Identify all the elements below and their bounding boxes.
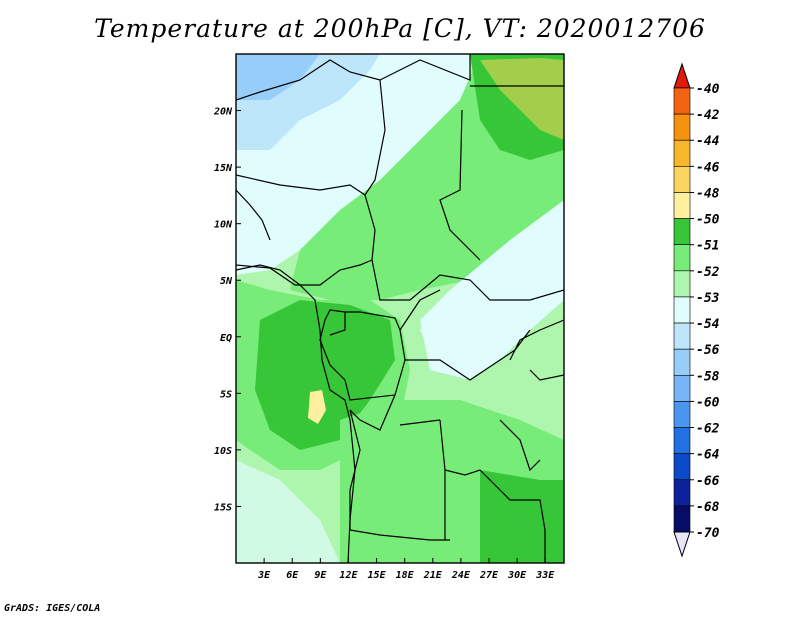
colorbar-label: -51 [696,239,719,254]
lon-tick-label: 33E [535,570,555,581]
field-54-east [420,200,564,380]
colorbar-label: -54 [696,317,720,332]
colorbar-label: -68 [696,500,720,515]
colorbar-bottom-arrow [673,531,691,558]
colorbar-band [673,244,691,272]
colorbar-label: -40 [696,82,720,97]
colorbar-band [673,401,691,428]
colorbar-band [673,87,691,115]
field-58-region [236,54,320,100]
lon-tick-label: 30E [507,570,527,581]
colorbar-label: -56 [696,343,720,358]
lon-tick-label: 24E [451,570,471,581]
colorbar-label: -64 [696,448,720,463]
colorbar-band [673,348,691,376]
lat-tick-label: 15N [214,163,233,174]
colorbar-label: -58 [696,369,720,384]
colorbar-band [673,218,691,246]
lat-tick-label: 5S [220,389,232,400]
colorbar-label: -48 [696,186,720,201]
colorbar-label: -53 [696,291,720,306]
colorbar-band [673,113,691,141]
colorbar-band [673,505,691,533]
colorbar-band [673,374,691,402]
lat-tick-label: 5N [220,276,233,287]
field-50-patch [308,390,326,424]
colorbar-label: -52 [696,265,720,280]
colorbar-band [673,270,691,298]
colorbar-top-arrow [673,62,691,89]
colorbar-band [673,453,691,481]
lon-tick-label: 12E [339,570,358,581]
colorbar-label: -44 [696,134,720,149]
field-52-southeast [480,470,564,563]
colorbar-label: -60 [696,395,720,410]
credit-label: GrADS: IGES/COLA [4,603,101,614]
lon-tick-label: 21E [423,570,443,581]
colorbar-label: -42 [696,108,720,123]
chart-title: Temperature at 200hPa [C], VT: 202001270… [94,14,706,43]
field-54-patch [420,320,450,350]
colorbar: -40 -42 -44 -46 -48 -50 -51 -52 -53 -54 -56 -58 -60 -… [673,62,720,558]
coastline [236,264,356,563]
colorbar-band [673,192,691,219]
colorbar-band [673,166,691,193]
colorbar-band [673,427,691,454]
lat-tick-label: 10S [214,446,232,457]
latitude-axis: 20N 15N 10N 5N EQ 5S 10S 15S [213,107,241,513]
longitude-axis: 3E 6E 9E 12E 15E 18E 21E 24E 27E 30E 33E [257,558,555,581]
colorbar-band [673,322,691,350]
field-54-southwest [236,460,340,563]
colorbar-band [673,139,691,167]
lon-tick-label: 15E [368,570,387,581]
colorbar-band [673,296,691,324]
colorbar-band [673,479,691,507]
lon-tick-label: 6E [286,570,299,581]
colorbar-label: -70 [696,526,720,541]
lon-tick-label: 3E [257,570,271,581]
lat-tick-label: 15S [214,502,232,513]
colorbar-label: -62 [696,422,720,437]
lon-tick-label: 9E [314,570,327,581]
colorbar-label: -46 [696,160,720,175]
temperature-field [236,54,564,563]
lat-tick-label: EQ [220,333,232,344]
lon-tick-label: 27E [479,570,499,581]
lat-tick-label: 10N [214,220,233,231]
field-50-northeast [480,58,564,140]
map-frame [235,53,565,564]
lat-tick-label: 20N [213,107,233,118]
lon-tick-label: 18E [396,570,415,581]
field-52-west [255,300,395,450]
colorbar-label: -50 [696,213,720,228]
colorbar-label: -66 [696,474,720,489]
